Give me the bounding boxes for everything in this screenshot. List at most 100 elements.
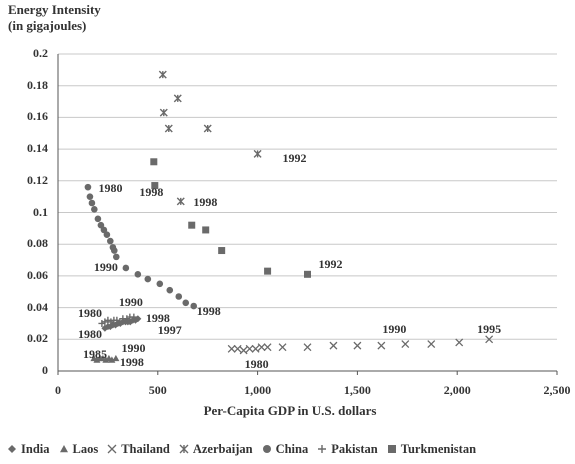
- y-tick-label: 0: [42, 363, 48, 377]
- data-point-thailand: [245, 344, 254, 353]
- data-point-laos: [108, 356, 116, 363]
- data-point-thailand: [239, 346, 248, 355]
- data-point-thailand: [329, 341, 338, 350]
- data-point-azerbaijan: [158, 70, 167, 79]
- legend-label: India: [21, 441, 50, 456]
- x-tick-label: 0: [55, 383, 61, 397]
- data-point-china: [156, 280, 164, 288]
- data-marks: [84, 70, 494, 363]
- data-point-china: [103, 231, 111, 238]
- x-tick-label: 2,500: [543, 383, 571, 397]
- y-axis-title: Energy Intensity (in gigajoules): [8, 2, 101, 34]
- data-point-turkmenistan: [264, 267, 272, 275]
- legend-item-azerbaijan: Azerbaijan: [178, 442, 253, 457]
- legend-label: Azerbaijan: [192, 441, 253, 456]
- year-label: 1998: [193, 194, 218, 209]
- data-point-thailand: [278, 343, 287, 352]
- legend-label: Thailand: [121, 441, 170, 456]
- data-point-thailand: [427, 340, 436, 349]
- legend-label: China: [275, 441, 309, 456]
- data-point-azerbaijan: [253, 149, 262, 158]
- y-tick-label: 0.08: [27, 236, 48, 251]
- chart-plot: [57, 53, 558, 375]
- data-point-china: [86, 193, 94, 200]
- circle-marker-icon: [262, 445, 271, 453]
- data-point-china: [134, 271, 142, 278]
- data-point-china: [110, 247, 118, 254]
- year-label: 1995: [477, 321, 502, 336]
- axes: [57, 54, 558, 375]
- legend-label: Laos: [72, 441, 99, 456]
- data-point-pakistan: [130, 313, 138, 321]
- year-label: 1980: [98, 180, 123, 195]
- legend-item-china: China: [261, 441, 309, 457]
- data-point-azerbaijan: [203, 124, 212, 133]
- square-marker-icon: [387, 445, 396, 453]
- data-point-laos: [102, 356, 110, 363]
- data-point-china: [106, 237, 114, 245]
- data-point-thailand: [377, 341, 386, 350]
- data-point-china: [175, 293, 183, 300]
- y-tick-label: 0.16: [27, 109, 48, 124]
- data-point-china: [122, 264, 130, 272]
- data-point-turkmenistan: [188, 221, 196, 229]
- series-turkmenistan: [150, 158, 311, 278]
- y-tick-label: 0.02: [27, 331, 48, 346]
- year-label: 1998: [196, 304, 221, 319]
- legend-label: Pakistan: [331, 441, 378, 456]
- data-point-turkmenistan: [218, 247, 226, 255]
- year-label: 1998: [145, 310, 170, 325]
- y-tick-label: 0.2: [33, 46, 48, 60]
- y-axis-title-line: Energy Intensity: [8, 2, 101, 17]
- year-label: 1998: [119, 355, 144, 370]
- x-tick-label: 2,000: [443, 383, 471, 397]
- data-point-thailand: [485, 335, 494, 344]
- triangle-marker-icon: [59, 445, 68, 453]
- y-tick-label: 0.12: [27, 172, 48, 187]
- series-azerbaijan: [158, 70, 262, 206]
- data-point-azerbaijan: [164, 124, 173, 133]
- data-point-thailand: [233, 344, 242, 353]
- plus-marker-icon: [318, 445, 327, 453]
- data-point-thailand: [303, 343, 312, 352]
- data-point-thailand: [227, 344, 236, 353]
- year-label: 1990: [121, 340, 146, 355]
- y-tick-label: 0.06: [27, 267, 48, 282]
- x-axis-title: Per-Capita GDP in U.S. dollars: [203, 403, 377, 418]
- data-point-china: [88, 199, 96, 207]
- y-tick-label: 0.04: [27, 299, 48, 314]
- gridlines: [58, 53, 557, 340]
- data-point-turkmenistan: [202, 226, 210, 234]
- series-china: [84, 183, 198, 310]
- year-label: 1990: [93, 259, 118, 274]
- series-thailand: [227, 335, 494, 355]
- data-point-azerbaijan: [159, 108, 168, 117]
- y-tick-label: 0.1: [33, 204, 48, 219]
- x-tick-label: 1,500: [343, 383, 371, 397]
- year-label: 1998: [139, 185, 164, 200]
- data-point-china: [97, 221, 105, 229]
- y-tick-label: 0.14: [27, 141, 48, 156]
- year-label: 1992: [282, 150, 307, 165]
- data-point-china: [144, 275, 152, 283]
- data-point-thailand: [455, 338, 464, 347]
- year-label: 1990: [118, 294, 143, 309]
- data-point-china: [94, 215, 102, 223]
- x-tick-label: 500: [148, 383, 167, 397]
- data-point-thailand: [251, 344, 260, 353]
- data-point-turkmenistan: [151, 182, 159, 190]
- star-marker-icon: [179, 444, 189, 454]
- legend-item-laos: Laos: [58, 441, 99, 457]
- legend-item-thailand: Thailand: [106, 442, 170, 457]
- year-label: 1980: [77, 305, 102, 320]
- data-point-china: [84, 183, 92, 191]
- year-label: 1992: [318, 256, 343, 271]
- series-pakistan: [98, 313, 138, 327]
- legend-item-pakistan: Pakistan: [316, 442, 378, 457]
- x-tick-label: 1,000: [244, 383, 272, 397]
- data-point-turkmenistan: [304, 270, 311, 278]
- data-point-turkmenistan: [150, 158, 158, 166]
- legend-item-turkmenistan: Turkmenistan: [386, 442, 476, 457]
- y-tick-label: 0.18: [27, 77, 48, 92]
- year-label: 1980: [244, 356, 269, 371]
